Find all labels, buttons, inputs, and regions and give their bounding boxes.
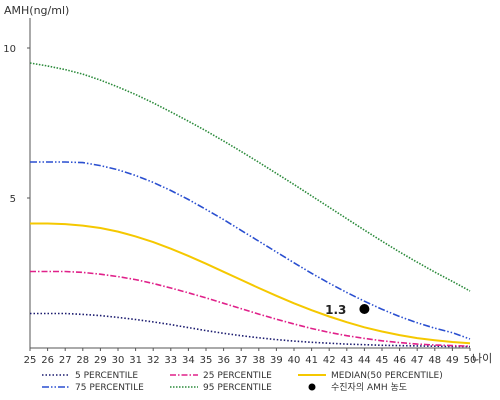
patient-marker: 1.3 [325,303,370,317]
legend-label: MEDIAN(50 PERCENTILE) [331,371,443,381]
series-line [30,222,471,345]
patient-amh-point [359,304,370,314]
x-tick-label: 37 [235,355,248,366]
y-tick-label: 10 [3,44,16,55]
y-ticks: 5 10 [3,44,30,205]
series-line [29,62,471,292]
x-tick-label: 43 [340,355,353,366]
x-tick-label: 29 [94,355,107,366]
x-ticks: 25 26 27 28 29 30 31 32 33 34 35 36 37 38 39 40 41 42 43 44… [24,348,477,366]
x-tick-label: 28 [76,355,89,366]
x-tick-label: 25 [24,355,37,366]
x-tick-label: 27 [59,355,72,366]
x-tick-label: 32 [147,355,160,366]
series-line [30,312,470,348]
legend: 5 PERCENTILE 25 PERCENTILE MEDIAN(50 PERCE… [42,371,443,393]
x-tick-label: 30 [112,355,125,366]
x-axis-title: 나이 [472,352,492,365]
x-tick-label: 34 [182,355,195,366]
x-tick-label: 31 [129,355,142,366]
x-tick-label: 47 [411,355,424,366]
x-tick-label: 33 [164,355,177,366]
legend-marker-dot [308,383,316,391]
x-tick-label: 38 [252,355,265,366]
x-tick-label: 42 [323,355,336,366]
legend-marker-label: 수진자의 AMH 농도 [331,382,407,393]
series-lines [29,62,471,348]
legend-label: 75 PERCENTILE [75,383,144,393]
series-line [30,270,471,347]
x-tick-label: 41 [305,355,318,366]
x-tick-label: 39 [270,355,283,366]
legend-label: 95 PERCENTILE [203,383,272,393]
axes [29,18,470,349]
x-tick-label: 45 [376,355,389,366]
x-tick-label: 36 [217,355,230,366]
x-tick-label: 26 [41,355,54,366]
x-tick-label: 40 [288,355,301,366]
y-axis-title: AMH(ng/ml) [4,4,69,17]
x-tick-label: 46 [393,355,406,366]
x-tick-label: 35 [200,355,213,366]
legend-label: 25 PERCENTILE [203,371,272,381]
series-line [30,161,471,340]
patient-amh-label: 1.3 [325,303,346,317]
x-tick-label: 49 [446,355,459,366]
y-tick-label: 5 [10,194,16,205]
x-tick-label: 50 [464,355,477,366]
legend-label: 5 PERCENTILE [75,371,138,381]
x-tick-label: 44 [358,355,371,366]
x-tick-label: 48 [428,355,441,366]
